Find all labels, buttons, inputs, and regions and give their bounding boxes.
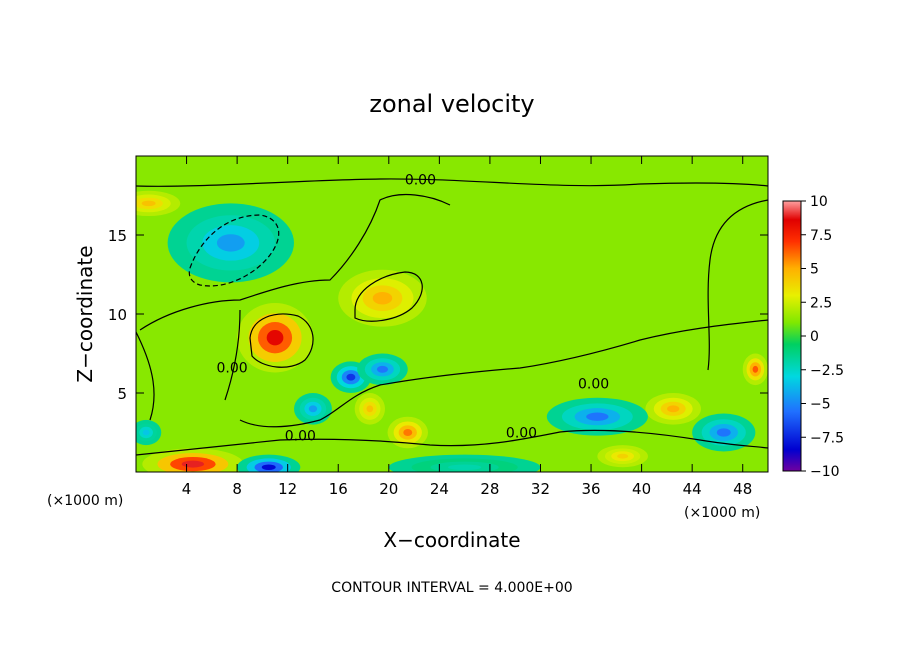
y-tick-label: 5 xyxy=(117,385,127,403)
zero-contour-upper-right xyxy=(707,199,769,371)
x-tick-label: 4 xyxy=(182,480,192,498)
colorbar-tick-label: 5 xyxy=(810,262,819,278)
velocity-maximum xyxy=(266,330,284,346)
velocity-maximum xyxy=(141,200,156,207)
x-tick-label: 48 xyxy=(733,480,752,498)
velocity-maximum xyxy=(403,429,413,436)
velocity-minimum xyxy=(261,464,276,471)
plot-area xyxy=(135,156,769,472)
velocity-maximum xyxy=(617,453,629,459)
colorbar-tick-label: 10 xyxy=(810,194,828,210)
velocity-maximum xyxy=(366,405,374,413)
colorbar xyxy=(782,200,802,472)
y-axis-ticks: 5 10 15 xyxy=(108,227,768,403)
field-blobs xyxy=(136,190,768,472)
contour-label: 0.00 xyxy=(578,377,609,393)
velocity-minimum xyxy=(376,365,389,373)
x-tick-label: 28 xyxy=(480,480,499,498)
contour-labels: 0.00 0.00 0.00 0.00 0.00 xyxy=(216,173,609,445)
y-tick-label: 10 xyxy=(108,306,127,324)
velocity-maximum xyxy=(372,291,393,305)
x-tick-label: 8 xyxy=(232,480,242,498)
contour-label: 0.00 xyxy=(216,361,247,377)
contour-peak-ring xyxy=(249,313,314,368)
zero-contour-main xyxy=(135,194,451,421)
x-tick-label: 32 xyxy=(531,480,550,498)
contour-label: 0.00 xyxy=(405,173,436,189)
x-axis-ticks: 4 8 12 16 20 24 28 32 36 40 44 48 xyxy=(182,156,752,498)
colorbar-tick-label: −10 xyxy=(810,464,840,480)
y-tick-label: 15 xyxy=(108,227,127,245)
contour-label: 0.00 xyxy=(285,429,316,445)
contour-secondary-ring xyxy=(354,271,423,322)
x-tick-label: 40 xyxy=(632,480,651,498)
zero-contour-mid xyxy=(239,319,769,428)
velocity-maximum xyxy=(181,460,205,468)
x-tick-label: 20 xyxy=(379,480,398,498)
x-axis-label: X−coordinate xyxy=(383,528,520,552)
colorbar-tick-label: 0 xyxy=(810,329,819,345)
x-tick-label: 12 xyxy=(278,480,297,498)
x-unit-right: (×1000 m) xyxy=(684,505,760,521)
contour-label: 0.00 xyxy=(506,426,537,442)
velocity-minimum xyxy=(216,234,245,252)
x-tick-label: 16 xyxy=(329,480,348,498)
y-axis-label: Z−coordinate xyxy=(73,245,97,382)
zero-contour-top xyxy=(135,178,769,187)
colorbar-tick-label: −2.5 xyxy=(810,363,844,379)
contour-interval-note: CONTOUR INTERVAL = 4.000E+00 xyxy=(331,580,572,596)
velocity-maximum xyxy=(667,405,680,413)
x-tick-label: 36 xyxy=(581,480,600,498)
zero-contour-upper-left-dashed xyxy=(188,214,280,287)
colorbar-tick-label: 7.5 xyxy=(810,228,832,244)
velocity-maximum xyxy=(752,365,759,373)
velocity-minimum xyxy=(447,464,482,471)
velocity-minimum xyxy=(586,412,609,421)
velocity-minimum xyxy=(308,405,318,413)
x-tick-label: 24 xyxy=(430,480,449,498)
x-unit-left: (×1000 m) xyxy=(47,493,123,509)
chart-title: zonal velocity xyxy=(369,90,534,118)
velocity-minimum xyxy=(716,428,731,437)
colorbar-tick-label: −5 xyxy=(810,397,831,413)
x-tick-label: 44 xyxy=(683,480,702,498)
colorbar-tick-label: 2.5 xyxy=(810,295,832,311)
zero-contour-lower xyxy=(135,429,769,456)
zero-contours xyxy=(135,178,769,456)
velocity-minimum xyxy=(142,429,150,436)
colorbar-ticks: 10 7.5 5 2.5 0 −2.5 −5 −7.5 −10 xyxy=(801,194,844,480)
colorbar-tick-label: −7.5 xyxy=(810,430,844,446)
velocity-minimum xyxy=(346,373,356,381)
